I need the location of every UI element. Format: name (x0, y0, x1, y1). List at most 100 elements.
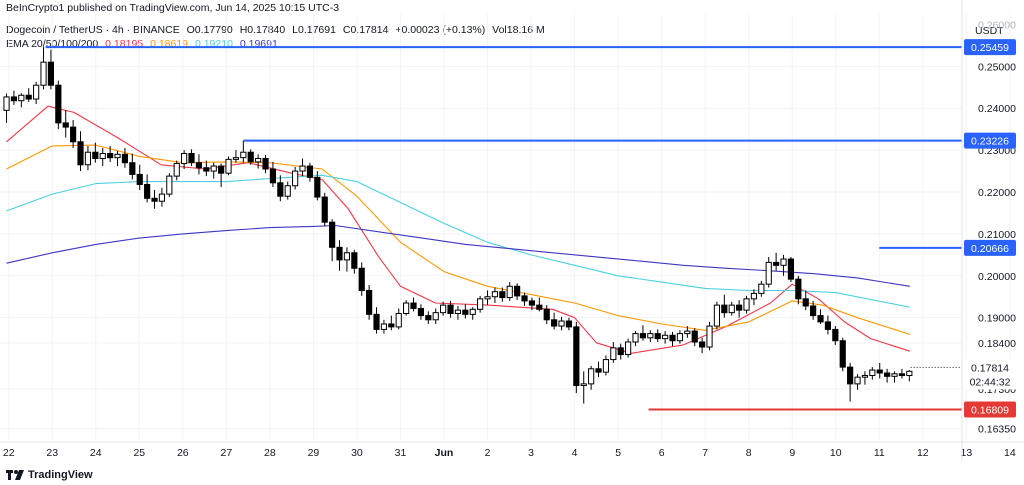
bullish-candle (765, 256, 772, 288)
bullish-candle (210, 162, 217, 179)
candle-body (773, 261, 780, 266)
candle-body (595, 368, 602, 373)
bullish-candle (558, 316, 565, 331)
candle-body (173, 163, 180, 177)
candle-body (758, 283, 765, 294)
candle-body (780, 258, 787, 266)
x-tick-label: 5 (615, 447, 621, 459)
candle-body (462, 309, 469, 315)
bearish-candle (129, 153, 136, 180)
candle-body (373, 313, 380, 330)
candle-body (906, 370, 913, 376)
candle-body (210, 165, 217, 172)
bearish-candle (329, 219, 336, 262)
bullish-candle (684, 326, 691, 338)
candle-body (706, 325, 713, 348)
candle-body (861, 374, 869, 378)
bullish-candle (380, 319, 388, 334)
x-tick-label: 7 (702, 447, 708, 459)
bullish-candle (588, 365, 595, 390)
bearish-candle (573, 321, 580, 394)
x-tick-label: 29 (308, 447, 320, 459)
axis-layer: 0.250000.240000.230000.220000.210000.200… (0, 0, 1024, 462)
candle-body (662, 334, 669, 340)
candle-body (255, 158, 262, 163)
bearish-candle (691, 328, 698, 347)
candle-body (395, 312, 402, 328)
bearish-candle (410, 297, 417, 312)
bullish-candle (454, 305, 462, 320)
candle-body (121, 153, 129, 164)
candle-body (107, 152, 114, 159)
candle-body (284, 185, 291, 197)
bearish-candle (654, 329, 661, 342)
candle-body (869, 369, 876, 376)
bullish-candle (713, 301, 721, 330)
high-value: H0.17840 (239, 24, 286, 36)
x-tick-label: 22 (3, 447, 15, 459)
bullish-candle (647, 330, 654, 342)
bearish-candle (824, 315, 832, 335)
candle-body (832, 328, 839, 342)
candle-body (151, 197, 158, 202)
bearish-candle (499, 287, 506, 302)
x-tick-label: 9 (789, 447, 795, 459)
bullish-candle (780, 254, 787, 276)
bearish-candle (62, 110, 69, 138)
x-tick-label: 14 (1004, 447, 1016, 459)
bullish-candle (676, 330, 684, 344)
bullish-candle (166, 173, 173, 198)
candle-body (750, 292, 758, 300)
candle-body (639, 333, 647, 339)
x-tick-label: 23 (46, 447, 58, 459)
bullish-candle (758, 280, 765, 297)
candle-body (499, 291, 506, 299)
bearish-candle (358, 262, 365, 296)
bullish-candle (506, 282, 513, 301)
bullish-candle (292, 166, 299, 190)
candle-body (166, 175, 173, 195)
bearish-candle (551, 312, 558, 330)
candle-body (188, 152, 195, 164)
bearish-candle (188, 149, 195, 167)
level-price-label: 0.20666 (971, 243, 1009, 255)
bearish-candle (528, 297, 536, 311)
candle-body (891, 373, 898, 377)
symbol-name[interactable]: Dogecoin / TetherUS · 4h · BINANCE (6, 24, 180, 36)
candle-body (314, 176, 321, 198)
bullish-candle (891, 371, 898, 383)
bullish-candle (255, 154, 262, 169)
level-price-label: 0.23226 (971, 136, 1009, 148)
candle-body (10, 96, 18, 102)
y-tick-label: 0.18400 (978, 338, 1016, 350)
bearish-candle (247, 149, 254, 165)
bearish-candle (795, 275, 802, 305)
bearish-candle (151, 189, 158, 209)
candle-body (3, 96, 10, 111)
x-tick-label: 26 (177, 447, 189, 459)
bullish-candle (240, 140, 247, 163)
y-tick-label: 0.24000 (978, 103, 1016, 115)
y-tick-label: 0.25000 (978, 61, 1016, 73)
x-tick-label: 12 (917, 447, 929, 459)
level-price-label: 0.16809 (971, 404, 1009, 416)
candle-body (33, 84, 40, 100)
bearish-candle (773, 252, 780, 271)
candle-body (40, 61, 47, 86)
bearish-candle (617, 343, 624, 360)
candle-body (336, 246, 343, 261)
bearish-candle (884, 368, 891, 383)
candle-body (787, 258, 795, 280)
grid-layer (0, 14, 1011, 440)
candle-body (84, 151, 92, 166)
currency-label[interactable]: USDT (975, 25, 1004, 37)
candle-body (247, 151, 254, 163)
tradingview-logo[interactable]: TradingView (6, 469, 93, 481)
bearish-candle (262, 155, 269, 174)
candle-body (321, 196, 328, 223)
bearish-candle (203, 160, 210, 177)
change-value: +0.00023 (+0.13%) (395, 24, 486, 36)
candle-body (366, 289, 373, 315)
